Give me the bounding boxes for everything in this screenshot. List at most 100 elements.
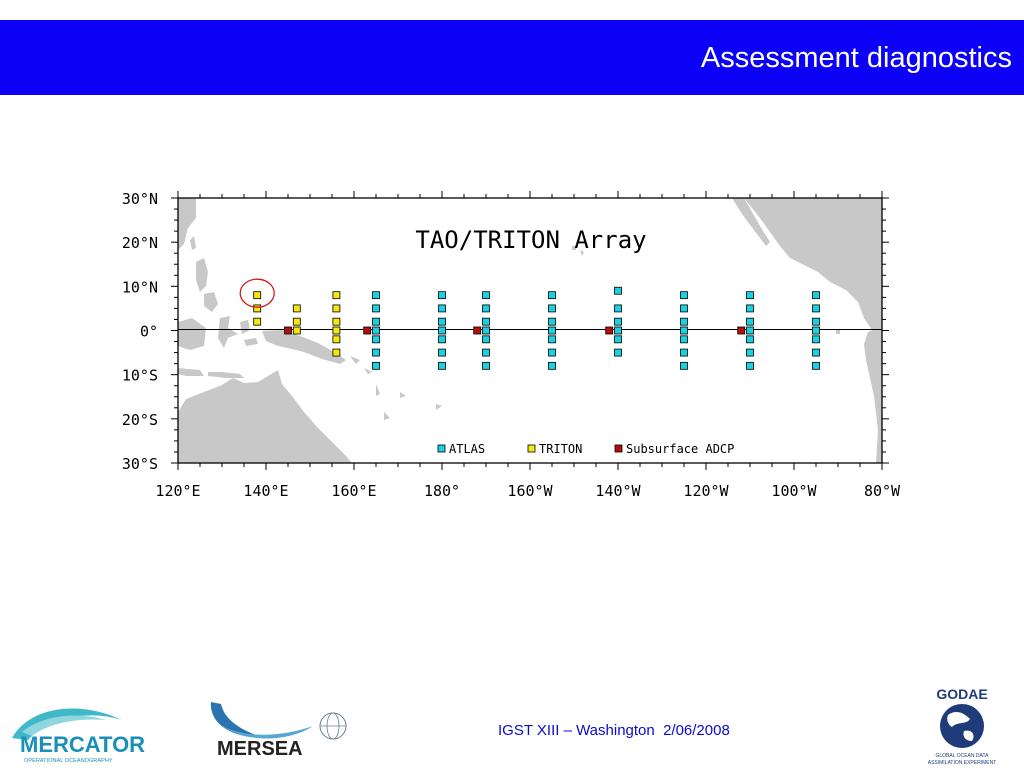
atlas-mooring	[614, 317, 622, 326]
legend-swatch-triton	[527, 444, 536, 453]
lon-label: 100°W	[771, 482, 817, 500]
atlas-mooring	[482, 326, 490, 335]
atlas-mooring	[372, 361, 380, 370]
legend-label-atlas: ATLAS	[449, 442, 485, 456]
atlas-mooring	[812, 304, 820, 313]
atlas-mooring	[680, 326, 688, 335]
triton-mooring	[292, 304, 301, 313]
atlas-mooring	[812, 326, 820, 335]
godae-subtitle-1: GLOBAL OCEAN DATA	[936, 753, 990, 759]
atlas-mooring	[746, 348, 754, 357]
latitude-labels: 30°N 20°N 10°N 0° 10°S 20°S 30°S	[122, 190, 158, 473]
lon-label: 80°W	[864, 482, 901, 500]
land-asia	[178, 198, 196, 250]
lon-label: 160°E	[331, 482, 376, 500]
legend-label-triton: TRITON	[539, 442, 582, 456]
atlas-mooring	[812, 361, 820, 370]
land-australia	[178, 370, 352, 463]
legend-label-adcp: Subsurface ADCP	[626, 442, 734, 456]
atlas-mooring	[746, 335, 754, 344]
atlas-mooring	[812, 335, 820, 344]
atlas-mooring	[680, 291, 688, 300]
atlas-mooring	[548, 335, 556, 344]
legend-swatch-adcp	[614, 444, 623, 453]
land-south-america	[864, 326, 882, 463]
godae-globe-icon	[940, 704, 984, 748]
atlas-mooring	[680, 335, 688, 344]
atlas-mooring	[548, 326, 556, 335]
slide-title: Assessment diagnostics	[700, 42, 1012, 74]
atlas-mooring	[614, 335, 622, 344]
atlas-mooring	[680, 304, 688, 313]
atlas-mooring	[614, 326, 622, 335]
lon-label: 180°	[424, 482, 460, 500]
lon-label: 120°W	[683, 482, 729, 500]
map-title: TAO/TRITON Array	[415, 226, 646, 254]
triton-mooring	[292, 326, 301, 335]
adcp-mooring	[605, 326, 614, 335]
lat-label: 20°N	[122, 234, 158, 252]
atlas-mooring	[746, 304, 754, 313]
axis-ticks	[171, 191, 889, 470]
atlas-mooring	[680, 361, 688, 370]
atlas-mooring	[746, 317, 754, 326]
land-moluccas	[240, 320, 258, 346]
atlas-mooring	[548, 317, 556, 326]
land-java	[178, 368, 244, 378]
atlas-mooring	[438, 326, 446, 335]
longitude-labels: 120°E 140°E 160°E 180° 160°W 140°W 120°W 100°W 8…	[155, 482, 901, 500]
mercator-name: MERCATOR	[20, 732, 145, 757]
mersea-name: MERSEA	[217, 738, 303, 760]
atlas-mooring	[438, 348, 446, 357]
atlas-mooring	[680, 317, 688, 326]
atlas-mooring	[438, 291, 446, 300]
atlas-mooring	[372, 335, 380, 344]
atlas-mooring	[812, 348, 820, 357]
legend: ATLAS TRITON Subsurface ADCP	[437, 442, 734, 456]
lon-label: 160°W	[507, 482, 553, 500]
triton-mooring	[332, 348, 341, 357]
lat-label: 20°S	[122, 411, 158, 429]
lat-label: 10°S	[122, 367, 158, 385]
atlas-mooring	[548, 361, 556, 370]
atlas-mooring	[548, 291, 556, 300]
atlas-mooring	[548, 304, 556, 313]
atlas-mooring	[746, 291, 754, 300]
triton-mooring	[332, 317, 341, 326]
atlas-mooring	[372, 326, 380, 335]
atlas-mooring	[680, 348, 688, 357]
mersea-wave-icon	[210, 702, 265, 738]
land-hawaii	[572, 246, 584, 256]
land-americas	[744, 198, 882, 330]
adcp-mooring	[737, 326, 746, 335]
atlas-mooring	[482, 348, 490, 357]
lon-label: 120°E	[155, 482, 200, 500]
atlas-mooring	[746, 326, 754, 335]
mersea-logo: MERSEA	[210, 702, 347, 760]
atlas-mooring	[482, 335, 490, 344]
land-baja	[732, 198, 770, 246]
atlas-mooring	[372, 291, 380, 300]
atlas-mooring	[482, 317, 490, 326]
atlas-mooring	[812, 317, 820, 326]
atlas-mooring	[812, 291, 820, 300]
atlas-mooring	[372, 317, 380, 326]
triton-mooring	[292, 317, 301, 326]
land-philippines	[196, 258, 218, 312]
atlas-mooring	[438, 361, 446, 370]
land-borneo	[178, 318, 206, 350]
lon-label: 140°W	[595, 482, 641, 500]
atlas-mooring	[372, 348, 380, 357]
land-galapagos	[836, 330, 840, 334]
lon-label: 140°E	[243, 482, 288, 500]
mooring-markers	[253, 286, 820, 370]
atlas-mooring	[438, 317, 446, 326]
adcp-mooring	[284, 326, 292, 335]
atlas-mooring	[548, 348, 556, 357]
lat-label: 0°	[140, 323, 158, 341]
lat-label: 30°N	[122, 190, 158, 208]
land-new-guinea	[262, 330, 346, 364]
lat-label: 30°S	[122, 455, 158, 473]
atlas-mooring	[482, 291, 490, 300]
